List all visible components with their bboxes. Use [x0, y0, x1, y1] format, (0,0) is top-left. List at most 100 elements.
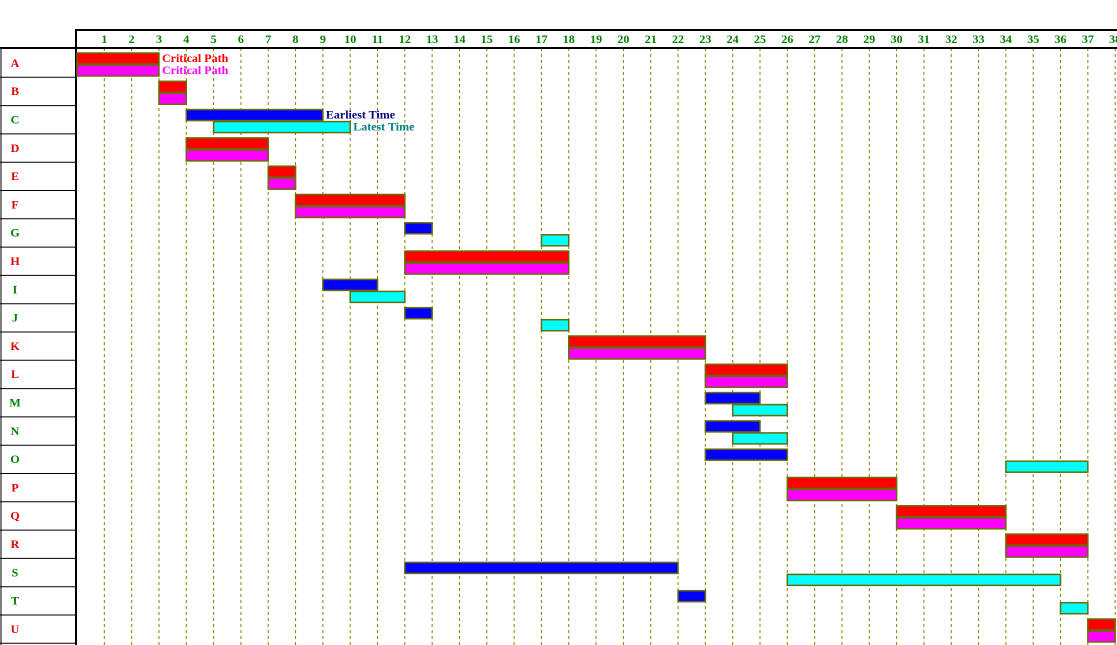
earliest-bar	[185, 137, 269, 150]
latest-bar	[1087, 630, 1116, 643]
x-tick-label: 18	[563, 32, 575, 46]
task-label: L	[11, 367, 19, 381]
earliest-bar	[267, 165, 297, 178]
earliest-bar	[704, 363, 789, 377]
x-tick-label: 38	[1109, 32, 1117, 46]
earliest-bar	[895, 505, 1007, 518]
task-label: C	[11, 113, 20, 127]
task-label: N	[11, 424, 20, 438]
earliest-bar	[76, 52, 160, 65]
earliest-bar	[404, 222, 433, 235]
earliest-bar	[404, 250, 570, 263]
latest-bar	[786, 488, 898, 502]
x-tick-label: 37	[1082, 32, 1094, 46]
latest-bar	[185, 149, 269, 162]
x-tick-label: 13	[426, 32, 438, 46]
legend-critical-earliest: Critical Path	[162, 51, 229, 65]
earliest-bar	[704, 420, 761, 433]
task-label: B	[11, 84, 19, 98]
latest-bar	[731, 403, 789, 417]
x-tick-label: 3	[156, 32, 162, 46]
x-tick-label: 32	[945, 32, 957, 46]
x-tick-label: 11	[372, 32, 383, 46]
legend-earliest: Earliest Time	[326, 107, 396, 121]
x-tick-label: 28	[836, 32, 848, 46]
latest-bar	[1005, 545, 1089, 558]
x-tick-label: 35	[1027, 32, 1039, 46]
earliest-bar	[568, 335, 707, 348]
task-label: F	[11, 197, 18, 211]
x-tick-label: 7	[265, 32, 271, 46]
latest-bar	[349, 290, 406, 304]
task-label: D	[11, 141, 20, 155]
task-label: O	[10, 452, 19, 466]
latest-bar	[786, 573, 1062, 587]
x-tick-label: 14	[453, 32, 465, 46]
task-label: E	[11, 169, 19, 183]
x-tick-label: 33	[973, 32, 985, 46]
earliest-bar	[704, 448, 789, 461]
earliest-bar	[322, 278, 379, 292]
earliest-bar	[1087, 618, 1116, 631]
x-tick-label: 15	[481, 32, 493, 46]
task-label: S	[12, 565, 19, 579]
latest-bar	[895, 517, 1007, 530]
latest-bar	[540, 318, 570, 332]
x-tick-label: 26	[781, 32, 793, 46]
x-tick-label: 30	[891, 32, 903, 46]
latest-bar	[704, 375, 789, 389]
x-tick-label: 9	[320, 32, 326, 46]
task-label: T	[11, 594, 19, 608]
x-tick-label: 22	[672, 32, 684, 46]
x-tick-label: 4	[183, 32, 189, 46]
x-tick-label: 31	[918, 32, 930, 46]
earliest-bar	[786, 476, 898, 490]
latest-bar	[1059, 601, 1089, 615]
x-tick-label: 25	[754, 32, 766, 46]
legend-critical-latest: Critical Path	[162, 63, 229, 77]
x-tick-label: 23	[699, 32, 711, 46]
earliest-bar	[1005, 533, 1089, 546]
latest-bar	[212, 120, 351, 134]
latest-bar	[568, 347, 707, 360]
x-tick-label: 6	[238, 32, 244, 46]
latest-bar	[731, 432, 789, 445]
earliest-bar	[704, 391, 761, 405]
task-label: P	[11, 480, 18, 494]
task-label: Q	[10, 509, 19, 523]
latest-bar	[158, 92, 188, 106]
x-tick-label: 5	[211, 32, 217, 46]
x-tick-label: 10	[344, 32, 356, 46]
task-label: J	[12, 311, 18, 325]
x-tick-label: 17	[535, 32, 547, 46]
legend-latest: Latest Time	[353, 119, 415, 133]
task-label: M	[9, 396, 20, 410]
x-tick-label: 2	[129, 32, 135, 46]
latest-bar	[267, 177, 297, 190]
task-label: U	[11, 622, 20, 636]
x-tick-label: 16	[508, 32, 520, 46]
x-tick-label: 29	[863, 32, 875, 46]
earliest-bar	[185, 108, 324, 122]
latest-bar	[1005, 460, 1089, 473]
earliest-bar	[677, 589, 707, 603]
task-label: H	[10, 254, 20, 268]
x-tick-label: 21	[645, 32, 657, 46]
x-tick-label: 24	[727, 32, 739, 46]
x-tick-label: 19	[590, 32, 602, 46]
x-tick-label: 36	[1055, 32, 1067, 46]
x-tick-label: 27	[809, 32, 821, 46]
latest-bar	[294, 205, 406, 219]
x-tick-label: 20	[617, 32, 629, 46]
earliest-bar	[404, 306, 433, 320]
task-label: A	[11, 56, 20, 70]
latest-bar	[76, 64, 160, 77]
task-label: I	[13, 282, 18, 296]
x-tick-label: 12	[399, 32, 411, 46]
task-label: G	[10, 226, 19, 240]
earliest-bar	[158, 80, 188, 94]
x-tick-label: 34	[1000, 32, 1012, 46]
task-label: R	[11, 537, 20, 551]
latest-bar	[404, 262, 570, 275]
